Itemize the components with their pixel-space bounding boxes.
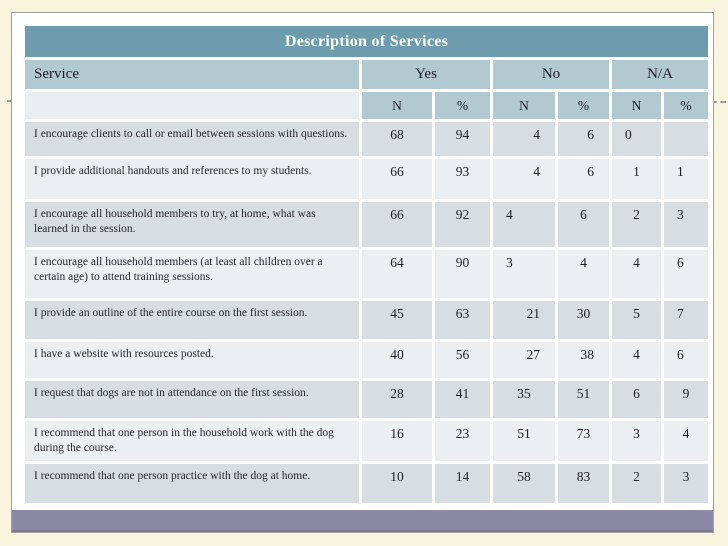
- column-header-no: No: [493, 60, 609, 89]
- service-cell: I request that dogs are not in attendanc…: [25, 381, 359, 418]
- value-cell: 4: [558, 250, 609, 298]
- column-header-na: N/A: [612, 60, 708, 89]
- table-row: I recommend that one person in the house…: [25, 421, 708, 461]
- value-cell: 63: [435, 301, 490, 339]
- value-cell: 41: [435, 381, 490, 418]
- subheader-no-n: N: [493, 92, 555, 119]
- table-title-row: Description of Services: [25, 26, 708, 57]
- value-cell: 10: [362, 464, 432, 503]
- table-row: I encourage clients to call or email bet…: [25, 122, 708, 156]
- table-title: Description of Services: [25, 26, 708, 57]
- table-row: I have a website with resources posted. 4…: [25, 342, 708, 378]
- value-cell: 66: [362, 202, 432, 247]
- value-cell: 64: [362, 250, 432, 298]
- value-cell: 3: [664, 464, 708, 503]
- value-cell: 27: [493, 342, 555, 378]
- value-cell: 30: [558, 301, 609, 339]
- ruler-guide-dash-right: [711, 101, 726, 103]
- value-cell: 66: [362, 159, 432, 199]
- value-cell: 4: [493, 159, 555, 199]
- value-cell: 90: [435, 250, 490, 298]
- subheader-yes-n: N: [362, 92, 432, 119]
- slide: Description of Services Service Yes No N…: [11, 12, 714, 533]
- table-header-row: Service Yes No N/A: [25, 60, 708, 89]
- table-row: I recommend that one person practice wit…: [25, 464, 708, 503]
- value-cell: 2: [612, 202, 661, 247]
- value-cell: 68: [362, 122, 432, 156]
- table-row: I request that dogs are not in attendanc…: [25, 381, 708, 418]
- value-cell: 40: [362, 342, 432, 378]
- service-cell: I encourage all household members to try…: [25, 202, 359, 247]
- service-cell: I provide an outline of the entire cours…: [25, 301, 359, 339]
- service-cell: I encourage clients to call or email bet…: [25, 122, 359, 156]
- service-cell: I recommend that one person practice wit…: [25, 464, 359, 503]
- value-cell: 7: [664, 301, 708, 339]
- subheader-na-pct: %: [664, 92, 708, 119]
- value-cell: 14: [435, 464, 490, 503]
- value-cell: 9: [664, 381, 708, 418]
- subheader-no-pct: %: [558, 92, 609, 119]
- value-cell: 23: [435, 421, 490, 461]
- value-cell: 51: [493, 421, 555, 461]
- service-cell: I encourage all household members (at le…: [25, 250, 359, 298]
- slide-footer-bar: [12, 510, 713, 532]
- subheader-yes-pct: %: [435, 92, 490, 119]
- value-cell: 3: [493, 250, 555, 298]
- value-cell: 1: [612, 159, 661, 199]
- value-cell: 94: [435, 122, 490, 156]
- value-cell: 16: [362, 421, 432, 461]
- value-cell: 1: [664, 159, 708, 199]
- value-cell: 0: [612, 122, 661, 156]
- value-cell: 6: [558, 122, 609, 156]
- table-subheader-row: N % N % N %: [25, 92, 708, 119]
- value-cell: 3: [664, 202, 708, 247]
- subheader-na-n: N: [612, 92, 661, 119]
- value-cell: 73: [558, 421, 609, 461]
- column-header-service: Service: [25, 60, 359, 89]
- value-cell: 83: [558, 464, 609, 503]
- table-row: I encourage all household members (at le…: [25, 250, 708, 298]
- value-cell: 28: [362, 381, 432, 418]
- value-cell: 4: [493, 202, 555, 247]
- subheader-blank-cell: [25, 92, 359, 119]
- table-row: I provide additional handouts and refere…: [25, 159, 708, 199]
- value-cell: 21: [493, 301, 555, 339]
- value-cell: 56: [435, 342, 490, 378]
- value-cell: 5: [612, 301, 661, 339]
- value-cell: 38: [558, 342, 609, 378]
- value-cell: 93: [435, 159, 490, 199]
- value-cell: 35: [493, 381, 555, 418]
- services-table: Description of Services Service Yes No N…: [22, 23, 711, 506]
- table-body: I encourage clients to call or email bet…: [25, 122, 708, 503]
- value-cell: 6: [558, 202, 609, 247]
- value-cell: 92: [435, 202, 490, 247]
- value-cell: 6: [558, 159, 609, 199]
- value-cell: 2: [612, 464, 661, 503]
- value-cell: [664, 122, 708, 156]
- value-cell: 6: [612, 381, 661, 418]
- value-cell: 45: [362, 301, 432, 339]
- service-cell: I provide additional handouts and refere…: [25, 159, 359, 199]
- column-header-yes: Yes: [362, 60, 490, 89]
- value-cell: 6: [664, 250, 708, 298]
- value-cell: 51: [558, 381, 609, 418]
- value-cell: 6: [664, 342, 708, 378]
- table-row: I encourage all household members to try…: [25, 202, 708, 247]
- value-cell: 4: [664, 421, 708, 461]
- table-row: I provide an outline of the entire cours…: [25, 301, 708, 339]
- value-cell: 4: [612, 250, 661, 298]
- value-cell: 58: [493, 464, 555, 503]
- service-cell: I have a website with resources posted.: [25, 342, 359, 378]
- value-cell: 4: [493, 122, 555, 156]
- service-cell: I recommend that one person in the house…: [25, 421, 359, 461]
- value-cell: 4: [612, 342, 661, 378]
- value-cell: 3: [612, 421, 661, 461]
